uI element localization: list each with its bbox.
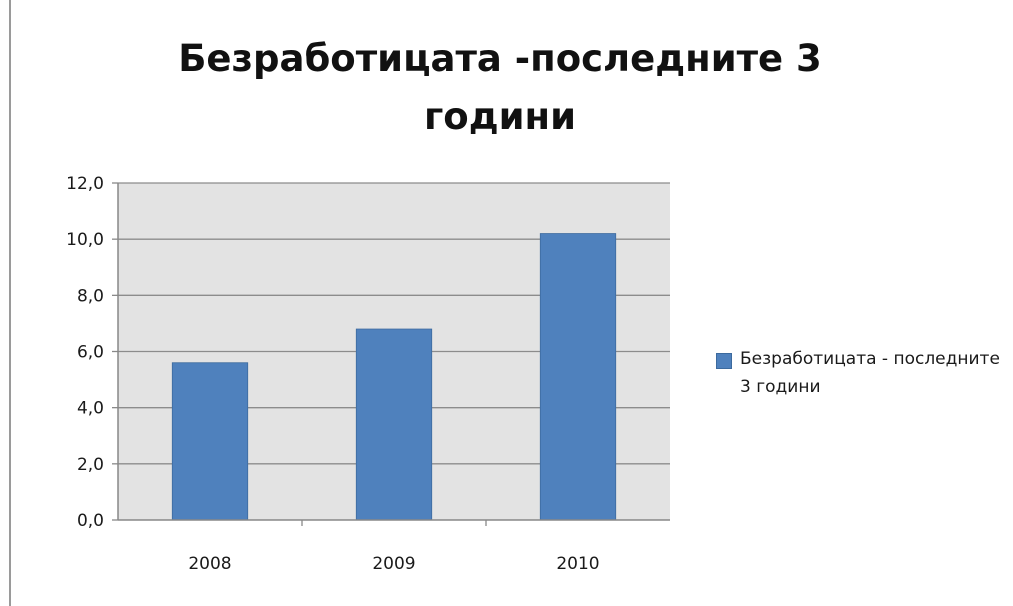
x-tick-label: 2010 — [556, 554, 599, 574]
y-tick-labels: 0,0 2,0 4,0 6,0 8,0 10,0 12,0 — [66, 174, 118, 531]
y-tick-label: 4,0 — [77, 399, 104, 419]
legend-swatch — [716, 353, 732, 369]
x-tick-labels: 2008 2009 2010 — [188, 520, 599, 574]
y-tick-label: 12,0 — [66, 174, 104, 194]
y-tick-label: 6,0 — [77, 343, 104, 363]
bar-2008 — [172, 363, 247, 520]
y-tick-label: 2,0 — [77, 455, 104, 475]
x-tick-label: 2008 — [188, 554, 231, 574]
y-tick-label: 8,0 — [77, 286, 104, 306]
y-tick-label: 0,0 — [77, 511, 104, 531]
y-tick-label: 10,0 — [66, 230, 104, 250]
bar-2009 — [356, 329, 431, 520]
x-tick-label: 2009 — [372, 554, 415, 574]
legend-label: Безработицата - последните 3 години — [740, 345, 1000, 401]
bar-2010 — [540, 234, 615, 520]
legend: Безработицата - последните 3 години — [716, 345, 1006, 401]
